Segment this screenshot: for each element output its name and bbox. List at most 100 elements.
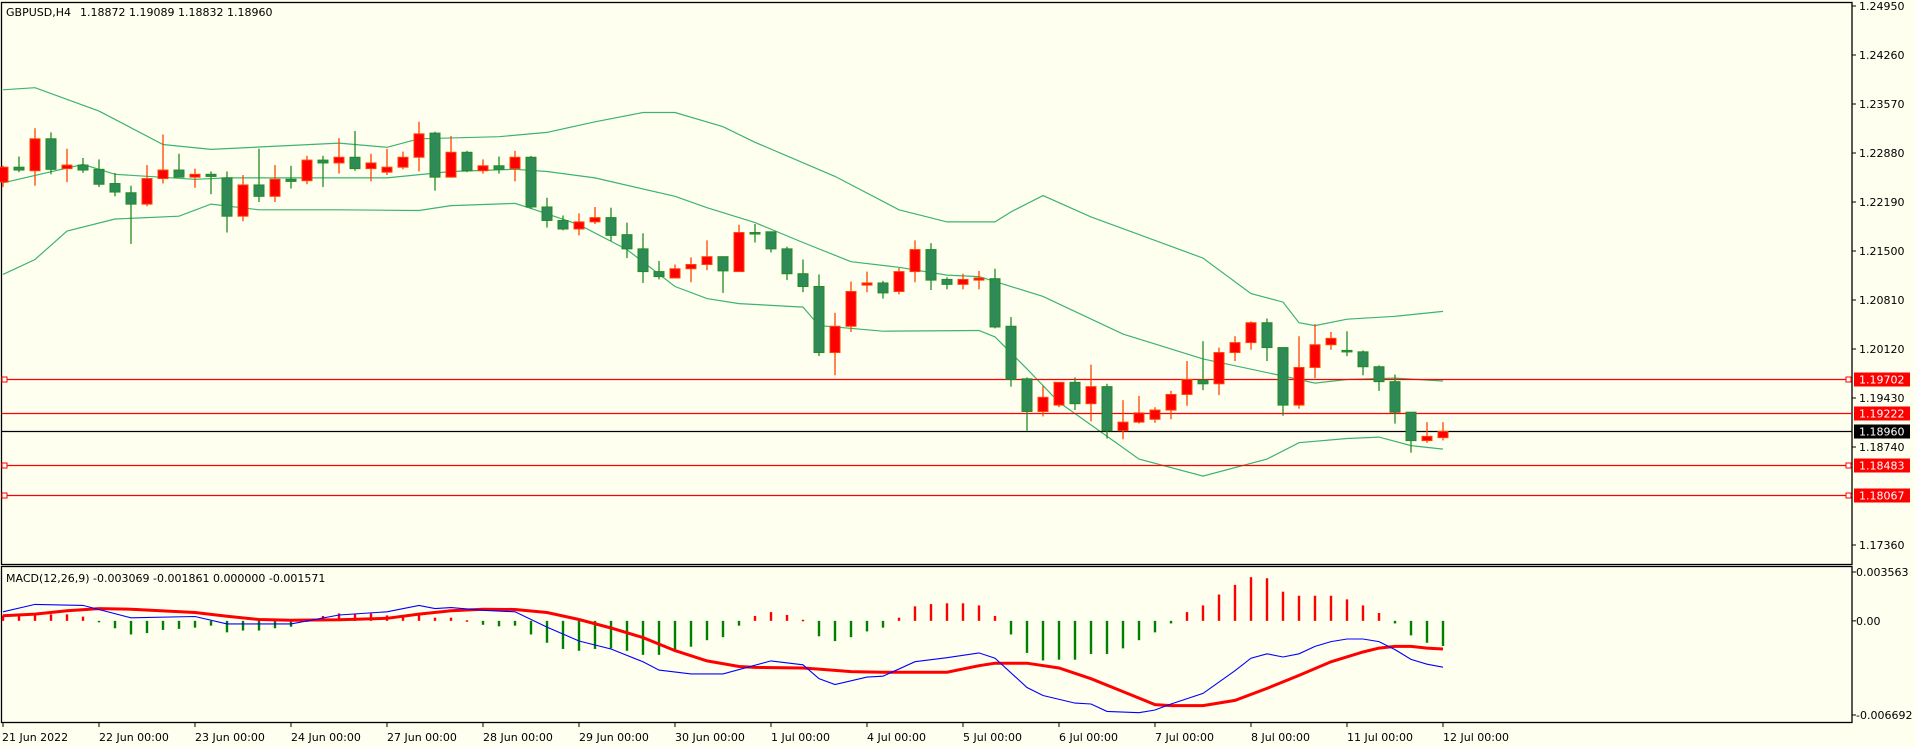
level-price-tag bbox=[1854, 406, 1910, 421]
candle-body bbox=[589, 217, 601, 223]
macd-histogram-bar bbox=[449, 617, 453, 621]
bull-candle bbox=[1229, 336, 1241, 362]
candle-body bbox=[957, 278, 969, 285]
level-price-tag bbox=[1854, 488, 1910, 503]
macd-histogram-bar bbox=[1409, 620, 1413, 636]
level-handle-right[interactable] bbox=[1845, 492, 1852, 499]
candle-body bbox=[1117, 421, 1129, 432]
bear-candle bbox=[989, 268, 1001, 329]
price-tick-label: 1.21500 bbox=[1859, 245, 1905, 258]
horizontal-levels[interactable] bbox=[1, 376, 1852, 499]
candle-body bbox=[349, 156, 361, 170]
macd-histogram-bar bbox=[961, 603, 965, 621]
bear-candle bbox=[285, 165, 297, 189]
candle-body bbox=[1405, 411, 1417, 442]
bear-candle bbox=[813, 274, 825, 357]
bear-candle bbox=[461, 150, 473, 173]
bull-candle bbox=[269, 165, 281, 202]
price-axis[interactable]: 1.24950 1.24260 1.23570 1.22880 1.22190 1.215… bbox=[1852, 0, 1910, 552]
bear-candle bbox=[541, 197, 553, 228]
bear-candle bbox=[45, 132, 57, 175]
level-handle-right[interactable] bbox=[1845, 376, 1852, 383]
candle-body bbox=[1069, 381, 1081, 405]
bull-candle bbox=[509, 150, 521, 182]
bear-candle bbox=[1101, 383, 1113, 439]
price-tick-label: 1.20810 bbox=[1859, 294, 1905, 307]
candle-body bbox=[445, 151, 457, 178]
time-tick-label: 11 Jul 00:00 bbox=[1347, 731, 1413, 744]
candle-body bbox=[829, 325, 841, 354]
macd-histogram-bar bbox=[1425, 620, 1429, 643]
candle-body bbox=[1053, 381, 1065, 406]
macd-histogram-bar bbox=[545, 620, 549, 643]
macd-histogram-bar bbox=[721, 620, 725, 638]
candle-body bbox=[1165, 393, 1177, 411]
level-handle-left[interactable] bbox=[1, 462, 8, 469]
macd-histogram-bar bbox=[625, 620, 629, 651]
macd-histogram-bar bbox=[1265, 578, 1269, 621]
bull-candle bbox=[829, 312, 841, 376]
bear-candle bbox=[525, 155, 537, 210]
macd-histogram-bar bbox=[833, 620, 837, 642]
time-tick-label: 12 Jul 00:00 bbox=[1443, 731, 1509, 744]
macd-histogram-bar bbox=[737, 620, 741, 626]
candle-body bbox=[237, 184, 249, 217]
bear-candle bbox=[1357, 350, 1369, 376]
candle-body bbox=[1437, 430, 1449, 439]
time-axis[interactable]: 21 Jun 2022 22 Jun 00:00 23 Jun 00:00 24 Ju… bbox=[2, 723, 1509, 744]
candle-body bbox=[1101, 386, 1113, 432]
macd-histogram-bar bbox=[257, 620, 261, 631]
level-handle-left[interactable] bbox=[1, 492, 8, 499]
candle-body bbox=[1181, 379, 1193, 395]
candle-body bbox=[0, 166, 9, 183]
candle-body bbox=[941, 278, 953, 285]
price-tick-label: 1.22880 bbox=[1859, 147, 1905, 160]
bear-candle bbox=[109, 172, 121, 197]
level-handle-right[interactable] bbox=[1845, 462, 1852, 469]
macd-histogram-bar bbox=[273, 620, 277, 629]
candle-body bbox=[45, 138, 57, 170]
candle-body bbox=[413, 133, 425, 158]
bull-candle bbox=[701, 240, 713, 271]
candle-body bbox=[61, 164, 73, 170]
candle-body bbox=[893, 271, 905, 292]
bull-candle bbox=[365, 153, 377, 182]
macd-histogram-bar bbox=[1073, 620, 1077, 660]
bull-candle bbox=[845, 281, 857, 332]
bear-candle bbox=[941, 277, 953, 290]
macd-histogram-bar bbox=[417, 612, 421, 621]
bull-candle bbox=[589, 206, 601, 225]
macd-histogram-bar bbox=[481, 620, 485, 625]
bear-candle bbox=[1021, 377, 1033, 431]
bull-candle bbox=[1133, 395, 1145, 424]
bear-candle bbox=[749, 224, 761, 243]
candle-body bbox=[381, 166, 393, 173]
bear-candle bbox=[1005, 317, 1017, 387]
macd-histogram-bar bbox=[1201, 605, 1205, 621]
candle-body bbox=[141, 178, 153, 205]
macd-histogram-bar bbox=[65, 614, 69, 621]
candle-body bbox=[365, 162, 377, 170]
candle-body bbox=[1229, 342, 1241, 354]
macd-histogram-bar bbox=[1169, 620, 1173, 624]
symbol-label: GBPUSD,H4 bbox=[6, 6, 71, 19]
macd-histogram-bar bbox=[801, 619, 805, 622]
bull-candle bbox=[1149, 407, 1161, 423]
candle-body bbox=[1309, 344, 1321, 368]
candle-body bbox=[1245, 322, 1257, 344]
bear-candle bbox=[349, 130, 361, 171]
candle-body bbox=[509, 156, 521, 170]
macd-panel[interactable]: MACD(12,26,9) -0.003069 -0.001861 0.0000… bbox=[0, 565, 1853, 724]
candle-body bbox=[205, 173, 217, 177]
level-handle-left[interactable] bbox=[1, 376, 8, 383]
bear-candle bbox=[1405, 411, 1417, 453]
price-panel[interactable]: GBPUSD,H4 1.18872 1.19089 1.18832 1.1896… bbox=[0, 1, 1853, 566]
candles bbox=[0, 121, 1449, 453]
candle-body bbox=[317, 159, 329, 164]
candle-body bbox=[1197, 379, 1209, 385]
macd-histogram-bar bbox=[577, 620, 581, 651]
bear-candle bbox=[93, 159, 105, 188]
price-tick-label: 1.24950 bbox=[1859, 0, 1905, 13]
